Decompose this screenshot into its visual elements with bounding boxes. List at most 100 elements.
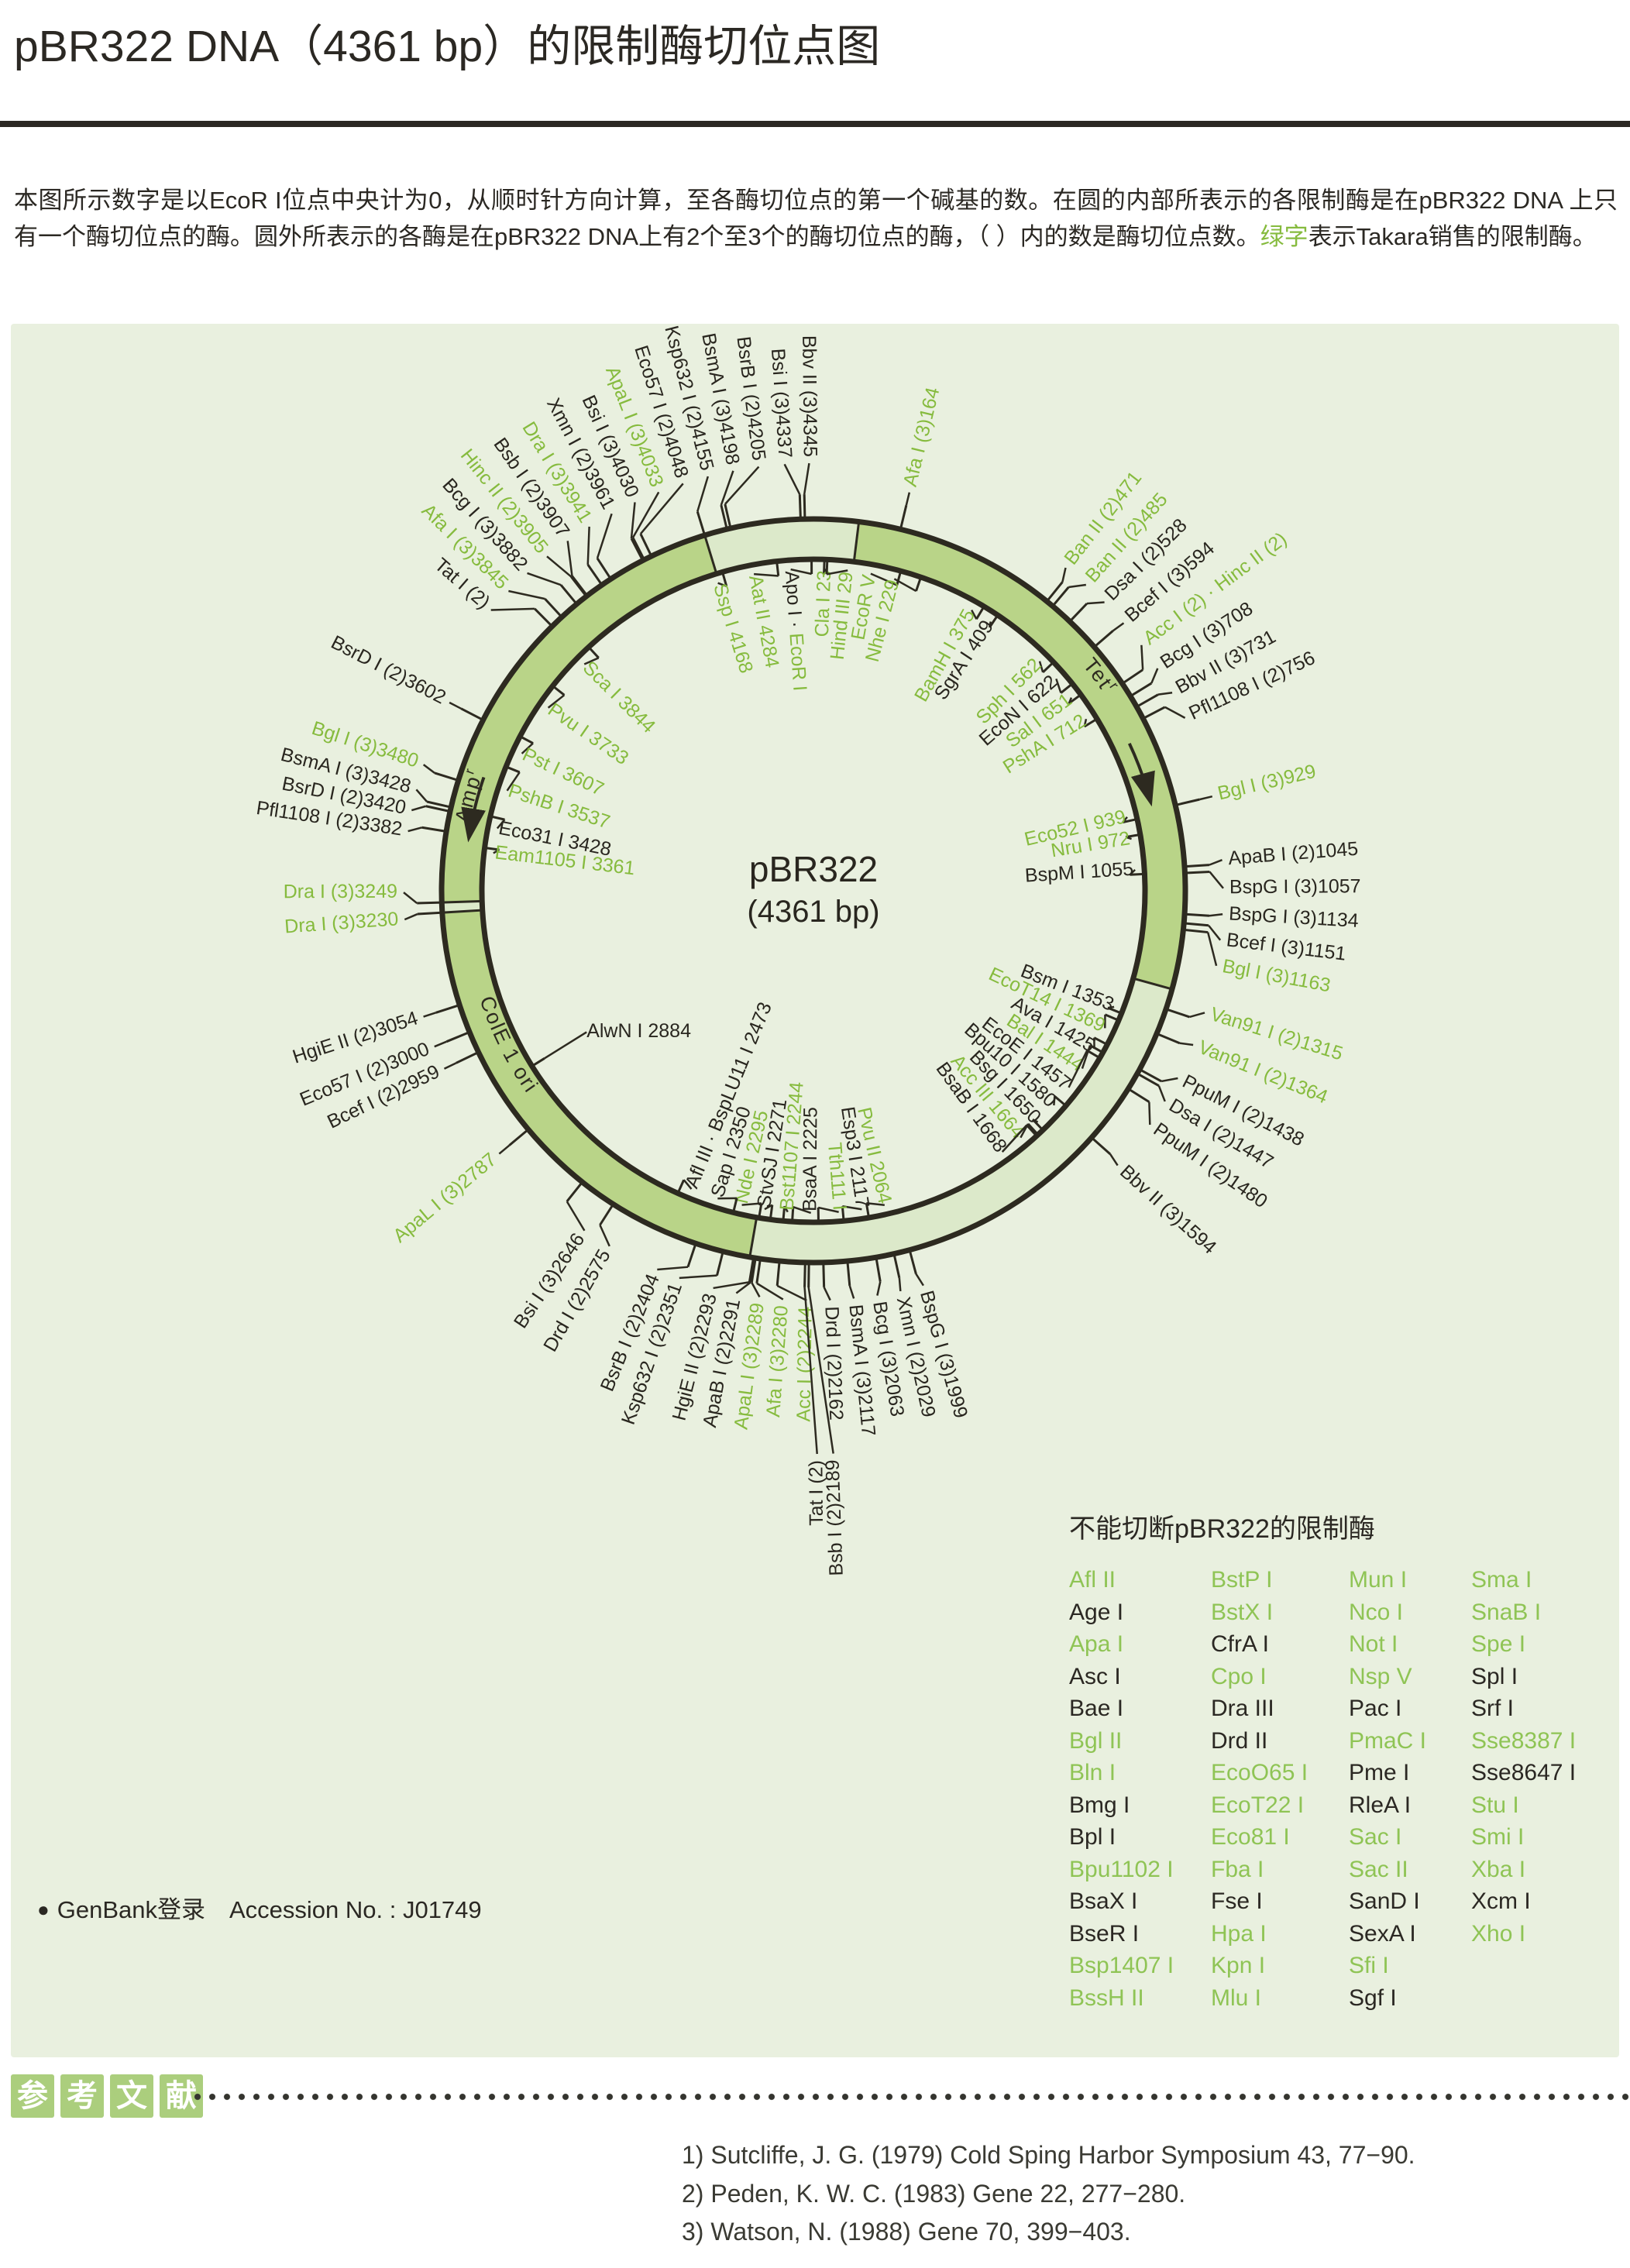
leader <box>1148 1101 1151 1125</box>
uncut-enzyme-cell: Sac I <box>1349 1824 1402 1850</box>
bullet-icon: ● <box>37 1898 50 1921</box>
tick <box>485 847 500 851</box>
tick <box>1137 693 1159 708</box>
tick <box>875 1257 882 1282</box>
leader <box>434 1040 447 1048</box>
leader <box>1157 1085 1166 1102</box>
tick <box>732 1198 738 1212</box>
enzyme-label: BsrD I (2)3602 <box>328 631 449 708</box>
reference-item: 2) Peden, K. W. C. (1983) Gene 22, 277−2… <box>682 2179 1186 2208</box>
references-heading-char: 考 <box>60 2074 104 2118</box>
page-title: pBR322 DNA（4361 bp）的限制酶切位点图 <box>14 22 881 71</box>
tick <box>686 1243 697 1268</box>
enzyme-label: Bgl I (3)929 <box>1216 761 1318 805</box>
leader <box>404 912 418 921</box>
enzyme-label: Afa I (3)2280 <box>762 1304 793 1418</box>
tick <box>1093 1036 1107 1046</box>
leader <box>1068 697 1073 704</box>
leader <box>1209 871 1224 889</box>
tick <box>559 584 577 605</box>
tick <box>1086 1049 1100 1059</box>
leader <box>1164 706 1186 719</box>
tick <box>716 1252 724 1276</box>
leader <box>1161 1077 1178 1083</box>
tick <box>456 1051 479 1064</box>
uncut-enzyme-cell: Sac II <box>1349 1856 1408 1882</box>
uncut-enzyme-cell: PmaC I <box>1349 1727 1427 1754</box>
genbank-accession: ● GenBank登录 Accession No. : J01749 <box>37 1890 482 1925</box>
tick <box>782 1206 786 1221</box>
uncut-enzyme-cell: EcoO65 I <box>1211 1760 1308 1785</box>
tick <box>721 572 728 587</box>
uncut-enzyme-cell: Sse8387 I <box>1471 1727 1577 1754</box>
leader <box>1140 644 1144 670</box>
uncut-enzyme-cell: Bsp1407 I <box>1069 1953 1174 1978</box>
leader <box>508 589 545 600</box>
leader <box>893 578 917 593</box>
plasmid-name: pBR322 <box>749 849 878 889</box>
leader <box>1208 924 1222 941</box>
leader <box>1125 836 1132 840</box>
enzyme-label: BsaA I 2225 <box>799 1107 821 1211</box>
leader <box>596 513 613 559</box>
uncut-enzyme-cell: Bmg I <box>1069 1792 1130 1818</box>
tick <box>520 735 534 744</box>
uncut-enzyme-cell: Kpn I <box>1211 1953 1266 1978</box>
intro-post: 表示Takara销售的限制酶。 <box>1308 222 1597 250</box>
uncut-enzyme-cell: SnaB I <box>1471 1599 1542 1625</box>
uncut-enzyme-cell: Age I <box>1069 1599 1124 1625</box>
uncut-enzyme-cell: Nco I <box>1349 1599 1404 1625</box>
uncut-enzyme-cell: Bae I <box>1069 1696 1124 1721</box>
leader <box>408 826 422 833</box>
tick <box>908 1250 917 1274</box>
tick <box>631 537 645 560</box>
uncut-enzyme-cell: Spl I <box>1471 1663 1518 1689</box>
tick <box>506 765 521 774</box>
tick <box>1125 833 1140 839</box>
leader <box>776 1284 807 1302</box>
tick <box>426 800 451 809</box>
uncut-enzyme-cell: Fba I <box>1211 1856 1264 1882</box>
leader <box>842 1205 862 1211</box>
leader <box>717 582 727 587</box>
leader <box>1109 1153 1119 1167</box>
uncut-enzyme-cell: Mun I <box>1349 1567 1408 1593</box>
enzyme-label: Bsb I (2)2189 <box>822 1459 848 1576</box>
references-heading: 参考文献 <box>11 2074 203 2118</box>
uncut-enzyme-cell: BstP I <box>1211 1567 1273 1593</box>
tick <box>596 557 612 579</box>
uncut-enzyme-cell: BsaX I <box>1069 1888 1138 1914</box>
leader <box>870 572 898 586</box>
tick <box>531 1057 545 1067</box>
uncut-enzyme-cell: Xba I <box>1471 1856 1526 1882</box>
reference-item: 3) Watson, N. (1988) Gene 70, 399−403. <box>682 2218 1131 2246</box>
title-divider <box>0 121 1630 127</box>
leader <box>443 1062 457 1070</box>
leader <box>521 742 534 754</box>
enzyme-label: ApaB I (2)1045 <box>1227 838 1359 870</box>
tick <box>599 1204 614 1226</box>
tick <box>1107 1006 1122 1015</box>
leader <box>783 1205 789 1213</box>
leader <box>1198 795 1213 801</box>
leader <box>657 1266 689 1271</box>
leader <box>639 483 684 534</box>
tick <box>841 1206 845 1221</box>
tick <box>899 504 908 529</box>
tick <box>1068 694 1082 705</box>
leader <box>1068 1050 1088 1088</box>
leader <box>866 1202 885 1206</box>
leader <box>905 492 911 506</box>
tick <box>1166 1008 1190 1019</box>
leader <box>1038 661 1044 673</box>
uncut-enzyme-cell: Asc I <box>1069 1663 1121 1689</box>
tick <box>1054 1095 1067 1107</box>
enzyme-label: Bsi I (3)4337 <box>767 348 796 459</box>
tick <box>1130 872 1144 876</box>
tick <box>1046 581 1064 602</box>
leader <box>971 609 978 620</box>
leader <box>1206 932 1218 967</box>
tick <box>865 1203 870 1218</box>
